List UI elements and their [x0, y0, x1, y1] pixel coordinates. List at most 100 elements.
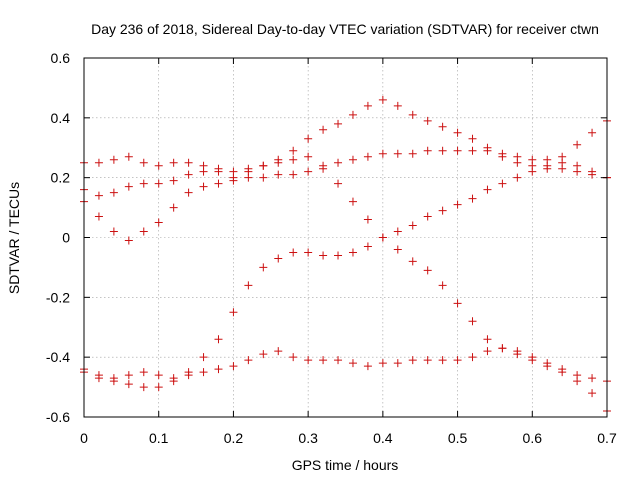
data-point: [94, 212, 103, 221]
data-point: [423, 266, 432, 275]
data-point: [139, 158, 148, 167]
data-point: [468, 317, 477, 326]
data-point: [363, 362, 372, 371]
data-point: [468, 194, 477, 203]
data-point: [199, 368, 208, 377]
data-point: [139, 368, 148, 377]
data-point: [304, 356, 313, 365]
data-point: [588, 167, 597, 176]
y-axis-label: SDTVAR / TECUs: [6, 182, 22, 294]
data-point: [334, 356, 343, 365]
y-tick-label: -0.4: [46, 349, 70, 365]
data-point: [453, 299, 462, 308]
data-point: [139, 227, 148, 236]
data-point: [154, 179, 163, 188]
data-point: [259, 350, 268, 359]
data-point: [124, 152, 133, 161]
data-point: [513, 152, 522, 161]
data-point: [453, 356, 462, 365]
data-point: [348, 155, 357, 164]
data-point: [289, 170, 298, 179]
data-point: [588, 374, 597, 383]
data-point: [438, 122, 447, 131]
data-point: [363, 101, 372, 110]
data-point: [468, 146, 477, 155]
data-point: [363, 242, 372, 251]
data-point: [513, 173, 522, 182]
data-point: [483, 146, 492, 155]
data-point: [184, 368, 193, 377]
data-point: [139, 179, 148, 188]
data-point: [304, 167, 313, 176]
y-tick-labels: -0.6 -0.4 -0.2 0 0.2 0.4 0.6: [46, 50, 70, 425]
data-point: [363, 152, 372, 161]
data-point: [363, 215, 372, 224]
data-point: [543, 359, 552, 368]
data-point: [573, 371, 582, 380]
data-point: [334, 251, 343, 260]
data-point: [468, 134, 477, 143]
chart-title: Day 236 of 2018, Sidereal Day-to-day VTE…: [91, 21, 599, 37]
y-tick-label: -0.2: [46, 289, 70, 305]
data-point: [184, 188, 193, 197]
data-point: [154, 383, 163, 392]
data-point: [154, 161, 163, 170]
y-tick-label: 0: [62, 230, 70, 246]
data-point: [109, 377, 118, 386]
data-point: [244, 173, 253, 182]
data-point: [169, 203, 178, 212]
data-point: [169, 377, 178, 386]
data-point: [423, 146, 432, 155]
data-point: [348, 197, 357, 206]
data-point: [408, 257, 417, 266]
data-point: [408, 110, 417, 119]
satellite-track-3: [80, 116, 611, 245]
data-point: [274, 155, 283, 164]
data-point: [528, 167, 537, 176]
data-point: [199, 182, 208, 191]
data-point: [259, 173, 268, 182]
data-point: [438, 146, 447, 155]
data-point: [513, 347, 522, 356]
x-tick-label: 0.7: [597, 430, 617, 446]
x-tick-label: 0.2: [224, 430, 244, 446]
y-tick-label: 0.6: [51, 50, 71, 66]
data-point: [289, 146, 298, 155]
data-point: [124, 371, 133, 380]
data-point: [378, 359, 387, 368]
data-point: [498, 149, 507, 158]
data-point: [124, 236, 133, 245]
data-point: [453, 200, 462, 209]
data-point: [109, 227, 118, 236]
data-point: [274, 170, 283, 179]
x-tick-labels: 0 0.1 0.2 0.3 0.4 0.5 0.6 0.7: [80, 430, 617, 446]
data-point: [184, 158, 193, 167]
data-point: [124, 182, 133, 191]
data-point: [348, 248, 357, 257]
data-point: [498, 179, 507, 188]
grid-lines: [84, 58, 607, 417]
data-point: [199, 167, 208, 176]
data-point: [304, 152, 313, 161]
data-point: [109, 188, 118, 197]
data-point: [289, 353, 298, 362]
data-point: [408, 356, 417, 365]
data-point: [378, 149, 387, 158]
data-point: [423, 116, 432, 125]
data-point: [94, 374, 103, 383]
data-point: [483, 347, 492, 356]
data-point: [558, 365, 567, 374]
data-point: [319, 125, 328, 134]
data-point: [348, 110, 357, 119]
data-point: [348, 359, 357, 368]
x-tick-label: 0.4: [373, 430, 393, 446]
data-point: [319, 161, 328, 170]
data-point: [558, 158, 567, 167]
data-point: [378, 95, 387, 104]
data-point: [498, 344, 507, 353]
data-point: [319, 251, 328, 260]
data-point: [184, 170, 193, 179]
data-point: [169, 176, 178, 185]
data-point: [483, 335, 492, 344]
